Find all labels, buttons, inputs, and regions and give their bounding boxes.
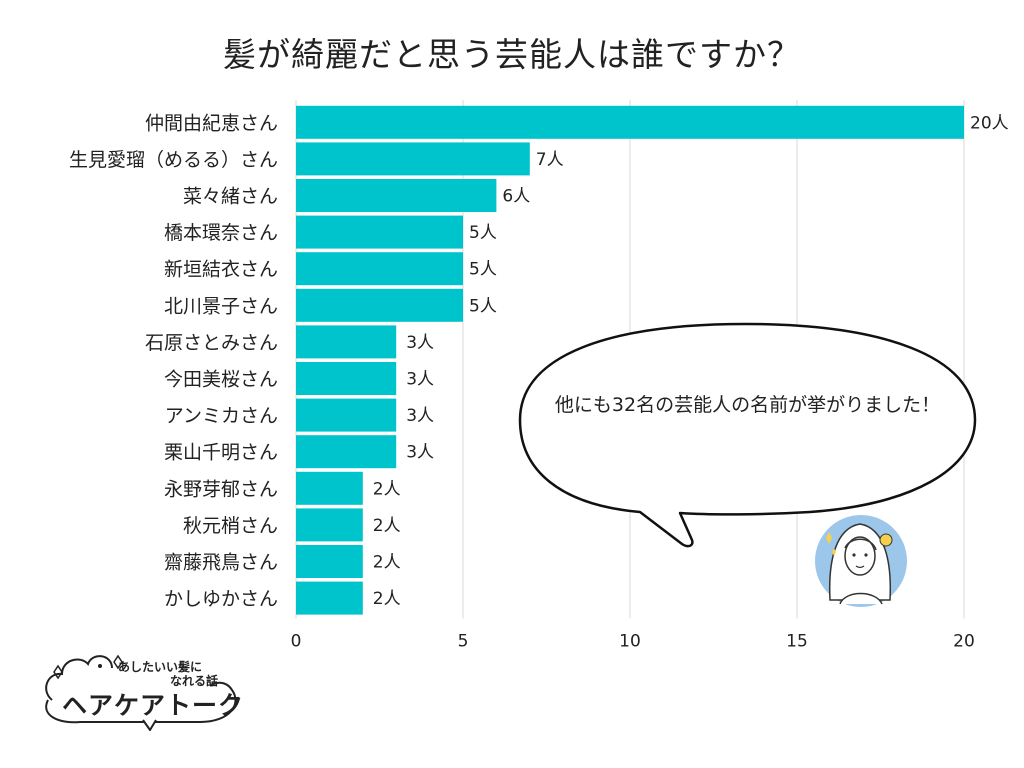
category-label: 生見愛瑠（めるる）さん <box>69 149 278 171</box>
value-label: 3人 <box>406 370 434 390</box>
bar <box>296 508 363 542</box>
value-label: 2人 <box>373 479 401 499</box>
x-tick-label: 10 <box>619 631 641 651</box>
value-label: 7人 <box>536 150 564 170</box>
bar <box>296 215 463 249</box>
callout-text: 他にも32名の芸能人の名前が挙がりました！ <box>554 394 941 416</box>
chart-title: 髪が綺麗だと思う芸能人は誰ですか？ <box>223 35 801 74</box>
bar <box>296 142 530 176</box>
category-labels: 仲間由紀恵さん生見愛瑠（めるる）さん菜々緒さん橋本環奈さん新垣結衣さん北川景子さ… <box>69 112 278 610</box>
category-label: 仲間由紀恵さん <box>145 112 278 134</box>
value-label: 2人 <box>373 516 401 536</box>
category-label: 石原さとみさん <box>145 332 278 354</box>
avatar-illustration <box>815 515 907 607</box>
x-tick-label: 20 <box>953 631 975 651</box>
value-label: 5人 <box>469 260 497 280</box>
category-label: かしゆかさん <box>164 588 278 610</box>
value-label: 3人 <box>406 406 434 426</box>
category-label: 齋藤飛鳥さん <box>164 552 278 574</box>
logo-tagline-2: なれる話 <box>170 674 219 688</box>
category-label: 今田美桜さん <box>164 369 278 391</box>
bar <box>296 362 397 395</box>
value-label: 2人 <box>373 589 401 609</box>
logo-name: ヘアケアトーク <box>62 691 245 720</box>
value-label: 5人 <box>469 223 497 243</box>
value-label: 2人 <box>373 553 401 573</box>
logo-tagline-1: あしたいい髪に <box>118 660 203 674</box>
category-label: 菜々緒さん <box>183 186 278 208</box>
value-label: 3人 <box>406 443 434 463</box>
x-tick-label: 0 <box>291 631 302 651</box>
bar <box>296 398 397 432</box>
bar <box>296 545 363 578</box>
bar <box>296 288 463 322</box>
category-label: 新垣結衣さん <box>164 259 278 281</box>
x-tick-label: 5 <box>458 631 469 651</box>
category-label: 北川景子さん <box>164 295 278 317</box>
x-axis-ticks: 0 5 10 15 20 <box>291 631 975 651</box>
bar <box>296 179 497 212</box>
bar <box>296 325 397 359</box>
value-label: 3人 <box>406 333 434 353</box>
category-label: 秋元梢さん <box>183 515 278 537</box>
logo-mark <box>45 654 237 731</box>
bar <box>296 581 363 615</box>
value-label: 5人 <box>469 296 497 316</box>
category-label: アンミカさん <box>165 405 278 427</box>
speech-bubble <box>518 322 977 548</box>
value-label: 6人 <box>502 187 530 207</box>
x-tick-label: 15 <box>786 631 808 651</box>
bar <box>296 252 463 286</box>
category-label: 永野芽郁さん <box>164 478 278 500</box>
bar <box>296 435 397 469</box>
category-label: 橋本環奈さん <box>164 222 278 244</box>
value-label: 20人 <box>970 113 1009 133</box>
bar <box>296 105 964 139</box>
category-label: 栗山千明さん <box>164 442 278 464</box>
bars <box>296 105 964 615</box>
bar <box>296 471 363 505</box>
